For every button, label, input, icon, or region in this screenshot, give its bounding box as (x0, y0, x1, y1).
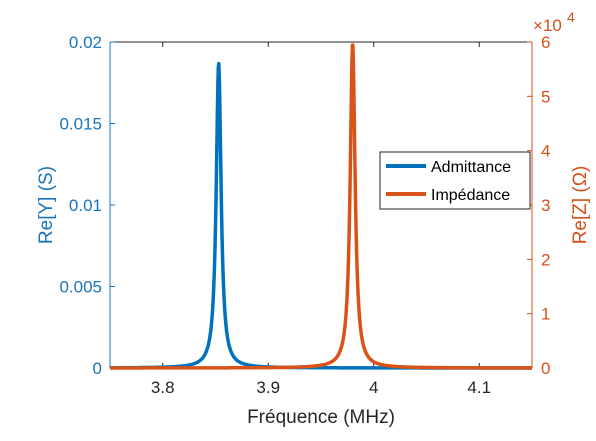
y-left-tick-label: 0.01 (69, 196, 102, 215)
y-right-tick-label: 2 (541, 250, 550, 269)
series-line-impedance (108, 43, 534, 370)
y-right-tick-label: 0 (541, 359, 550, 378)
y-right-tick-label: 1 (541, 305, 550, 324)
y-right-tick-label: 5 (541, 87, 550, 106)
y-left-tick-label: 0.005 (59, 278, 102, 297)
x-tick-label: 4.1 (467, 378, 491, 397)
y-left-tick-label: 0.02 (69, 33, 102, 52)
y-left-axis-label: Re[Y] (S) (36, 166, 57, 244)
y-left-tick-label: 0 (93, 359, 102, 378)
series-layer (108, 43, 534, 370)
right-axis-exponent-power: 4 (567, 9, 575, 25)
legend: Admittance Impédance (379, 151, 531, 210)
legend-box (379, 151, 531, 210)
ticks-layer: 3.8 3.9 4 4.1 0 0.005 0.01 0.015 0.02 0 1 2 3 4 5 6 (59, 33, 550, 397)
x-tick-label: 3.9 (256, 378, 280, 397)
y-right-tick-label: 6 (541, 33, 550, 52)
y-right-tick-label: 4 (541, 142, 550, 161)
right-axis-exponent-base: ×10 (533, 16, 562, 35)
y-left-tick-label: 0.015 (59, 115, 102, 134)
x-axis-label: Fréquence (MHz) (247, 407, 395, 428)
y-right-tick-label: 3 (541, 196, 550, 215)
y-right-axis-label: Re[Z] (Ω) (570, 166, 591, 245)
legend-label-impedance: Impédance (431, 187, 510, 204)
x-tick-label: 4 (369, 378, 378, 397)
legend-label-admittance: Admittance (431, 159, 511, 176)
x-tick-label: 3.8 (151, 378, 175, 397)
